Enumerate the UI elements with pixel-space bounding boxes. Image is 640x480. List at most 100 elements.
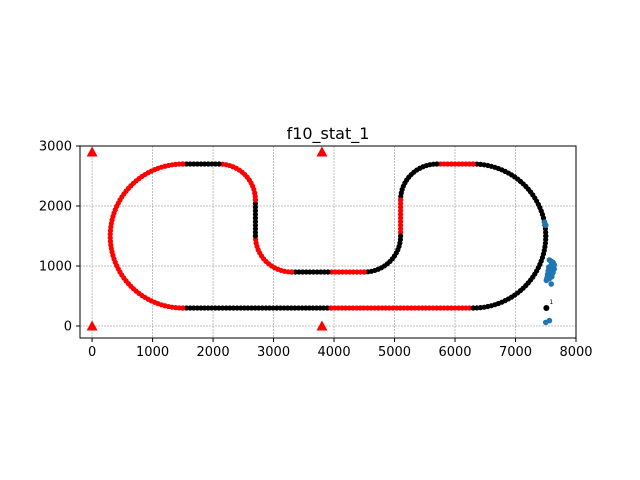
track-point (325, 269, 331, 275)
track-point (296, 269, 302, 275)
track-point (474, 161, 480, 167)
track-point (209, 161, 215, 167)
track-point (452, 305, 458, 311)
track-point (455, 305, 462, 311)
track-point (397, 229, 404, 235)
track-point (227, 305, 233, 311)
track-point (437, 161, 444, 167)
track-point (241, 305, 247, 311)
track-point (466, 305, 473, 311)
track-point (216, 161, 222, 167)
track-point (347, 269, 353, 275)
y-tick-label: 1000 (39, 260, 72, 275)
track-point (303, 305, 309, 311)
track-point (248, 305, 255, 311)
track-point (285, 305, 291, 311)
track-point (324, 305, 331, 311)
track-point (543, 233, 549, 239)
track-point (191, 161, 197, 167)
track-point (386, 305, 392, 311)
track-point (375, 305, 382, 311)
track-point (361, 269, 367, 275)
x-tick-label: 6000 (438, 345, 471, 360)
track-point (252, 204, 259, 210)
track-point (350, 269, 357, 275)
track-point (209, 305, 215, 311)
track-point (394, 305, 400, 311)
track-point (216, 305, 222, 311)
track-point (452, 161, 458, 167)
track-point (281, 305, 287, 311)
track-point (448, 161, 454, 167)
x-tick-label: 2000 (197, 345, 230, 360)
track-point (383, 305, 389, 311)
track-point (187, 161, 193, 167)
track-point (313, 305, 320, 311)
track-point (307, 269, 313, 275)
track-point (415, 305, 422, 311)
track-point (259, 305, 265, 311)
track-point (270, 305, 276, 311)
track-point (445, 161, 451, 167)
track-point (219, 305, 226, 311)
track-point (441, 305, 447, 311)
blue-point (542, 222, 549, 228)
track-point (252, 211, 259, 217)
triangle-markers (86, 146, 328, 331)
track-point (364, 305, 371, 311)
track-point (335, 305, 341, 311)
track-point (430, 305, 436, 311)
track-point (470, 161, 476, 167)
track-point (372, 305, 378, 311)
track-point (397, 215, 404, 221)
triangle-marker (86, 320, 98, 331)
track-point (419, 305, 425, 311)
track-point (176, 305, 182, 311)
blue-point (543, 277, 550, 284)
track-point (252, 226, 259, 232)
annotation: 1 (543, 299, 553, 311)
track-point (397, 226, 404, 232)
track-point (361, 305, 367, 311)
plot-frame (79, 145, 577, 339)
track-point (310, 269, 317, 275)
track-point (107, 231, 113, 237)
track-point (397, 305, 403, 311)
track-point (397, 208, 404, 214)
track-point (426, 305, 433, 311)
track-point (194, 161, 200, 167)
track-point (401, 305, 407, 311)
track-point (212, 161, 219, 167)
track-point (346, 305, 352, 311)
track-point (466, 161, 473, 167)
track-point (357, 305, 363, 311)
track-point (343, 269, 349, 275)
track-point (234, 305, 240, 311)
track-point (303, 269, 309, 275)
track-point (252, 222, 259, 228)
track-point (310, 305, 316, 311)
track-point (292, 305, 298, 311)
x-tick-label: 3000 (257, 345, 290, 360)
track-point (274, 305, 280, 311)
y-tick-label: 0 (64, 320, 72, 335)
track-point (191, 305, 197, 311)
track-point (459, 161, 465, 167)
track-point (397, 201, 404, 207)
track-point (408, 305, 414, 311)
track-point (412, 305, 418, 311)
track-point (350, 305, 356, 311)
track-point (339, 269, 346, 275)
track-point (321, 305, 327, 311)
x-tick-label: 1000 (136, 345, 169, 360)
track-point (187, 305, 193, 311)
track-point (252, 219, 259, 225)
track-point (201, 305, 208, 311)
track-point (202, 161, 208, 167)
blue-points-series (541, 219, 558, 326)
annotated-point (543, 305, 550, 311)
track-point (353, 305, 360, 311)
track-point (459, 305, 465, 311)
track-point (180, 305, 186, 311)
track-point (252, 305, 258, 311)
